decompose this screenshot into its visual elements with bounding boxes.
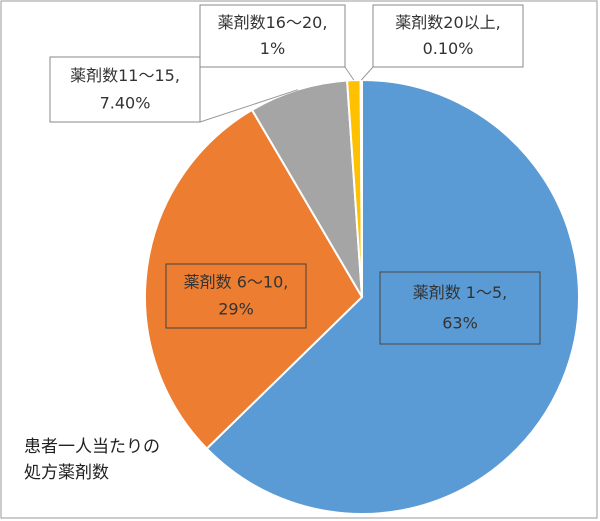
category-label: 薬剤数 1～5, [413,283,508,302]
leader-line [360,66,374,81]
chart-title: 患者一人当たりの処方薬剤数 [24,437,160,483]
label-box [379,271,541,345]
label-box [372,4,524,68]
category-label: 薬剤数 6～10, [184,273,289,292]
leader-line [199,89,299,123]
label-box [199,4,346,68]
pie-slice [359,78,363,298]
leader-line [344,66,355,81]
value-label: 7.40% [100,93,151,112]
category-label: 薬剤数20以上, [395,13,500,32]
label-box [49,56,201,123]
value-label: 63% [442,313,478,332]
value-label: 1% [260,39,285,58]
category-label: 薬剤数11～15, [70,66,180,85]
pie-slice [205,78,580,515]
pie-slice [144,108,364,451]
category-label: 薬剤数16～20, [218,13,328,32]
value-label: 0.10% [423,39,474,58]
value-label: 29% [218,300,254,319]
label-box [165,263,307,329]
